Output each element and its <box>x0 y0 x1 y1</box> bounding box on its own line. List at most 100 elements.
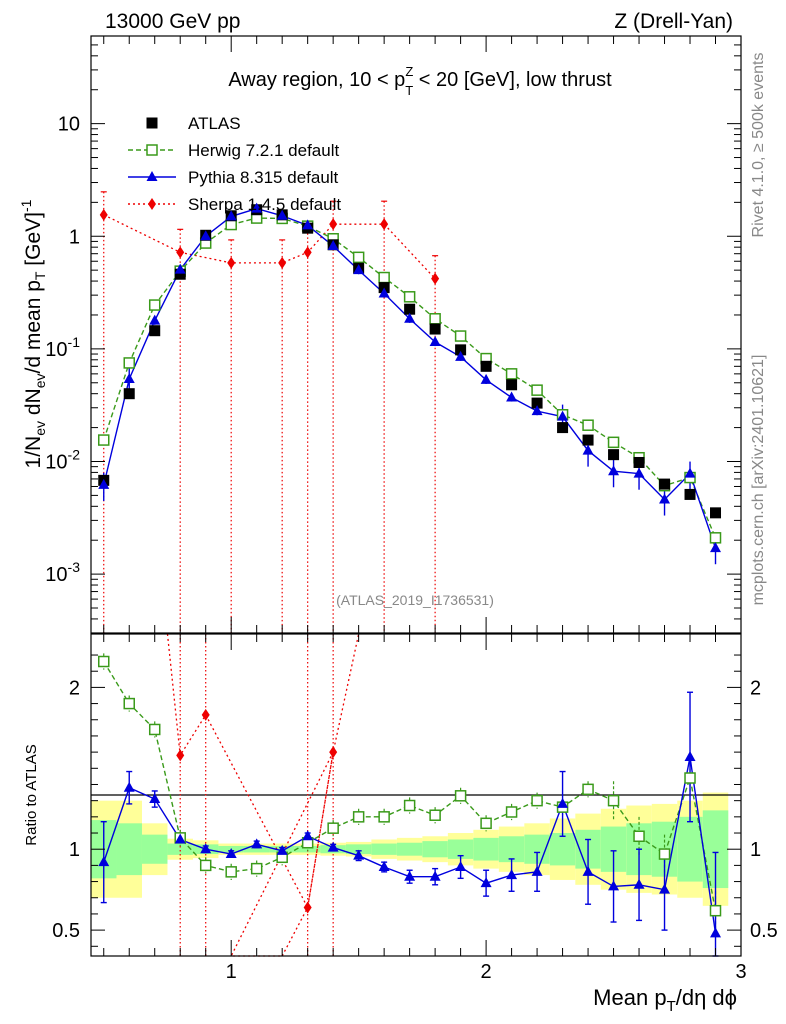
analysis-watermark: (ATLAS_2019_I1736531) <box>336 592 494 608</box>
y-tick-label: 10 <box>58 114 80 136</box>
ratio-series <box>97 633 722 957</box>
pythia-point <box>404 312 416 323</box>
herwig-line <box>103 217 717 539</box>
ratio-y-tick-label: 0.5 <box>52 920 80 942</box>
pythia-point <box>506 391 518 402</box>
atlas-point <box>174 268 186 280</box>
legend-marker <box>148 198 156 210</box>
y-axis-label: 1/Nev dNev/d mean pT [GeV]-1 <box>18 199 48 468</box>
legend: ATLAS Herwig 7.2.1 default Pythia 8.315 de… <box>128 114 341 214</box>
pythia-ratio-point <box>404 870 416 881</box>
y-tick-label: 1 <box>69 226 80 248</box>
legend-label: Sherpa 1.4.5 default <box>188 195 341 214</box>
pythia-point <box>659 493 671 504</box>
atlas-point <box>582 434 594 446</box>
herwig-ratio-point <box>378 811 390 823</box>
pythia-ratio-point <box>455 861 467 872</box>
pythia-ratio-point <box>429 870 441 881</box>
herwig-point <box>454 330 467 342</box>
sherpa-point <box>99 208 108 221</box>
pythia-ratio-point <box>659 883 671 894</box>
sherpa-point <box>431 272 440 285</box>
pythia-ratio-point <box>200 843 212 854</box>
pythia-point <box>149 314 161 325</box>
pythia-point <box>710 542 722 553</box>
pythia-ratio-point <box>353 849 365 860</box>
pythia-ratio-point <box>174 833 186 844</box>
ratio-band-inner <box>294 845 321 853</box>
herwig-point <box>582 419 594 431</box>
pythia-ratio-point <box>251 838 263 849</box>
x-tick-label: 1 <box>226 961 237 983</box>
atlas-point <box>480 360 492 372</box>
sherpa-ratio-point <box>176 749 185 762</box>
herwig-ratio-point <box>123 697 135 710</box>
sherpa-ratio-point <box>303 901 312 914</box>
sherpa-point <box>278 256 287 269</box>
herwig-point <box>531 384 543 396</box>
ratio-band-inner <box>116 823 142 876</box>
ratio-band-inner <box>371 843 397 855</box>
herwig-ratio-point <box>633 830 645 843</box>
ratio-y-tick-label-right: 1 <box>750 839 761 861</box>
pythia-point <box>684 467 696 478</box>
pythia-point <box>123 373 135 384</box>
ratio-band-inner <box>396 842 423 856</box>
legend-marker <box>146 144 158 156</box>
herwig-ratio-point <box>607 794 620 807</box>
ratio-band-inner <box>677 816 703 882</box>
pythia-ratio-point <box>557 797 569 808</box>
pythia-ratio-point <box>710 927 722 938</box>
atlas-point <box>404 303 416 315</box>
main-axes: 10-3 10-2 10-1 1 10 <box>45 35 742 634</box>
ratio-panel: 0.5 0.5 1 1 2 2 1 2 3 Ratio to ATLAS <box>23 633 778 983</box>
pythia-ratio-point <box>684 750 696 761</box>
herwig-ratio-point <box>531 794 543 807</box>
herwig-point <box>148 299 161 311</box>
pythia-point <box>608 465 620 476</box>
ratio-y-tick-label: 1 <box>69 839 80 861</box>
pythia-ratio-point <box>378 861 390 872</box>
pythia-point <box>531 405 543 416</box>
ratio-band-inner <box>345 844 372 855</box>
pythia-ratio-point <box>302 830 314 841</box>
pythia-ratio-point <box>633 878 645 889</box>
herwig-point <box>97 434 110 446</box>
pythia-point <box>276 209 288 220</box>
sherpa-ratio-point <box>201 708 210 721</box>
atlas-point <box>710 507 722 519</box>
herwig-point <box>607 436 620 449</box>
legend-label: Pythia 8.315 default <box>188 168 339 187</box>
legend-label: ATLAS <box>188 114 241 133</box>
herwig-point <box>505 368 518 380</box>
sherpa-point <box>329 218 338 231</box>
main-error-bars <box>100 191 717 633</box>
herwig-point <box>123 357 135 369</box>
pythia-point <box>582 444 594 455</box>
pythia-point <box>225 210 237 221</box>
atlas-point <box>455 344 467 356</box>
pythia-ratio-point <box>480 877 492 888</box>
legend-marker <box>146 117 158 129</box>
rivet-version-label: Rivet 4.1.0, ≥ 500k events <box>750 53 767 238</box>
pythia-ratio-point <box>531 865 543 876</box>
legend-marker <box>146 171 158 181</box>
main-frame <box>90 35 742 634</box>
main-series <box>97 202 722 553</box>
ratio-band-inner <box>498 836 525 863</box>
process-label: Z (Drell-Yan) <box>614 10 733 33</box>
beam-energy-label: 13000 GeV pp <box>105 10 240 33</box>
ratio-band-inner <box>422 841 448 858</box>
ratio-band-inner <box>447 839 474 859</box>
pythia-point <box>327 239 339 250</box>
pythia-point <box>557 410 569 421</box>
ratio-axes: 0.5 0.5 1 1 2 2 1 2 3 <box>52 634 778 983</box>
legend-label: Herwig 7.2.1 default <box>188 141 339 160</box>
pythia-point <box>429 336 441 347</box>
ratio-band-inner <box>549 833 576 866</box>
region-title: Away region, 10 < pZ T < 20 [GeV], low th… <box>228 64 612 98</box>
herwig-ratio-point <box>454 790 467 802</box>
x-axis-label: Mean pT/dη dϕ <box>593 985 737 1015</box>
atlas-point <box>659 478 671 490</box>
herwig-point <box>352 251 365 264</box>
